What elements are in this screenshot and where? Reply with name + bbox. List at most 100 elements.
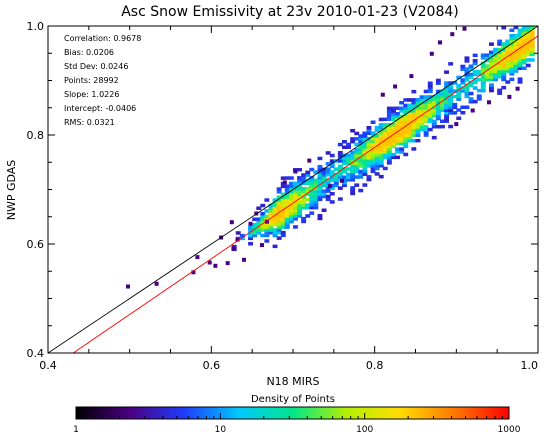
- density-cell: [513, 36, 519, 41]
- density-cell: [382, 155, 388, 160]
- density-cell: [350, 178, 356, 182]
- density-cell: [280, 230, 286, 235]
- density-cell: [391, 117, 396, 121]
- density-cell: [378, 142, 384, 146]
- density-cell: [342, 180, 347, 185]
- density-cell: [276, 206, 282, 210]
- density-cell: [419, 122, 425, 126]
- density-cell: [378, 164, 384, 168]
- stats-line: RMS: 0.0321: [64, 118, 115, 127]
- density-cell: [342, 140, 347, 144]
- density-cell: [464, 70, 470, 74]
- density-cell: [403, 144, 409, 149]
- density-cell: [513, 66, 519, 71]
- density-cell: [362, 167, 368, 171]
- stats-line: Correlation: 0.9678: [64, 34, 141, 43]
- density-cell: [252, 233, 258, 238]
- density-cell: [378, 147, 384, 152]
- density-cell: [325, 189, 331, 193]
- density-cell: [468, 91, 474, 96]
- density-cell: [248, 233, 253, 238]
- density-cell: [517, 58, 523, 62]
- density-cell: [272, 233, 278, 238]
- density-cell: [366, 145, 372, 149]
- density-cell: [346, 159, 351, 163]
- density-cell: [378, 136, 384, 141]
- outlier-point: [242, 257, 246, 262]
- density-cell: [501, 64, 507, 68]
- density-cell: [293, 198, 298, 202]
- density-cell: [284, 187, 290, 191]
- density-cell: [472, 53, 478, 58]
- density-cell: [370, 136, 376, 141]
- density-cell: [297, 178, 302, 183]
- density-cell: [415, 98, 421, 102]
- density-cell: [370, 142, 376, 146]
- density-cell: [509, 39, 515, 43]
- density-cell: [256, 220, 262, 224]
- stats-line: Points: 28992: [64, 76, 119, 85]
- density-cell: [411, 117, 417, 121]
- density-cell: [382, 131, 388, 135]
- density-cell: [350, 159, 356, 163]
- density-cell: [317, 156, 323, 161]
- density-cell: [366, 150, 372, 155]
- density-cell: [264, 239, 270, 243]
- density-cell: [264, 198, 270, 202]
- density-cell: [378, 139, 384, 143]
- density-cell: [484, 56, 490, 60]
- density-cell: [415, 133, 421, 137]
- density-cell: [472, 59, 478, 63]
- density-cell: [464, 83, 470, 88]
- density-cell: [440, 103, 445, 107]
- density-cell: [268, 217, 274, 221]
- density-cell: [317, 184, 323, 188]
- density-cell: [427, 95, 433, 99]
- x-axis-label: N18 MIRS: [266, 375, 319, 388]
- density-cell: [297, 211, 302, 216]
- density-cell: [440, 105, 445, 110]
- density-cell: [521, 66, 527, 70]
- density-cell: [468, 97, 474, 101]
- density-cell: [431, 122, 437, 126]
- density-cell: [288, 189, 294, 194]
- density-cell: [293, 214, 298, 218]
- density-cell: [472, 78, 478, 82]
- x-tick-label: 0.4: [39, 359, 57, 372]
- density-cell: [350, 191, 356, 196]
- density-cell: [505, 53, 511, 57]
- density-cell: [501, 58, 507, 63]
- density-cell: [329, 159, 335, 163]
- density-cell: [284, 195, 290, 199]
- density-cell: [370, 164, 376, 168]
- density-cell: [448, 89, 454, 93]
- density-cell: [444, 114, 449, 118]
- density-cell: [493, 64, 498, 68]
- density-cell: [284, 222, 290, 227]
- density-cell: [391, 144, 396, 149]
- density-cell: [297, 176, 302, 180]
- density-cell: [362, 161, 368, 165]
- density-cell: [403, 128, 409, 132]
- density-cell: [284, 192, 290, 197]
- density-cell: [297, 200, 302, 205]
- density-cell: [440, 100, 445, 104]
- density-cell: [272, 231, 278, 235]
- outlier-point: [454, 122, 459, 127]
- density-cell: [370, 166, 376, 171]
- density-cell: [525, 44, 531, 49]
- density-cell: [501, 45, 507, 49]
- density-cell: [342, 175, 347, 179]
- density-cell: [440, 119, 445, 123]
- density-cell: [378, 155, 384, 160]
- chart-title: Asc Snow Emissivity at 23v 2010-01-23 (V…: [121, 4, 459, 20]
- density-cell: [480, 80, 486, 85]
- density-cell: [480, 64, 486, 68]
- density-cell: [301, 176, 307, 180]
- density-cell: [382, 136, 388, 141]
- density-cell: [293, 192, 298, 196]
- density-cell: [456, 75, 462, 80]
- density-cell: [497, 88, 503, 93]
- density-cell: [403, 152, 409, 157]
- density-cell: [370, 147, 376, 152]
